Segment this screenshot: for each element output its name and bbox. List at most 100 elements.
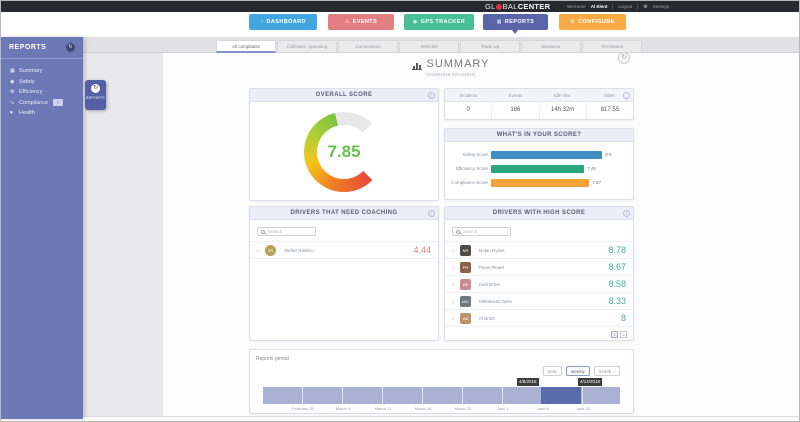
timeline-band[interactable] bbox=[263, 387, 620, 404]
gps-tracker-button[interactable]: ◉ GPS TRACKER bbox=[404, 14, 474, 30]
driver-row[interactable]: 4 MO Mihaliovas Oelin 8.33 bbox=[445, 293, 633, 310]
info-icon[interactable] bbox=[623, 210, 630, 217]
search-icon bbox=[261, 229, 265, 234]
dashboard-button[interactable]: ◔ DASHBOARD bbox=[249, 14, 317, 30]
tab-business[interactable]: Business bbox=[521, 40, 581, 53]
footer-bar bbox=[1, 416, 799, 421]
events-button[interactable]: ⚠ EVENTS bbox=[328, 14, 394, 30]
driver-row[interactable]: 5 AB Al Briott 8 bbox=[445, 310, 633, 327]
tab-collisions-speeding[interactable]: Collisions, Speeding bbox=[277, 40, 337, 53]
tab-label: Connections bbox=[355, 44, 381, 49]
globe-icon bbox=[496, 3, 503, 10]
weekly-button[interactable]: weekly bbox=[565, 366, 590, 376]
sidebar-item-health[interactable]: ♥ Health bbox=[1, 108, 83, 119]
avatar: AB bbox=[460, 312, 471, 324]
axis-tick-label: March 25 bbox=[454, 406, 472, 411]
monthly-button[interactable]: month... bbox=[593, 366, 620, 376]
tab-terminated[interactable]: Terminated bbox=[582, 40, 642, 53]
top-bar: GL BAL CENTER Welcome Al Elent Logout ⚙ Se… bbox=[1, 1, 799, 12]
avatar: SR bbox=[265, 244, 276, 256]
welcome-label: Welcome bbox=[567, 4, 586, 9]
report-tabstrip: All complaints Collisions, Speeding Conn… bbox=[1, 37, 799, 53]
bar-value: 8.9 bbox=[605, 152, 612, 157]
sidebar-item-label: Compliance bbox=[19, 99, 49, 106]
settings-link[interactable]: Settings bbox=[652, 4, 669, 9]
reports-button[interactable]: ▦ REPORTS bbox=[483, 14, 548, 30]
driver-name: Karli Erten bbox=[479, 281, 501, 287]
configure-button[interactable]: ⚙ CONFIGURE bbox=[559, 14, 626, 30]
driver-name: Nolan Ryass bbox=[479, 247, 505, 253]
period-label: Reports period bbox=[256, 356, 289, 362]
avatar: KE bbox=[460, 278, 471, 290]
sidebar-item-summary[interactable]: ▦ Summary bbox=[1, 66, 83, 77]
driver-row[interactable]: 3 KE Karli Erten 8.58 bbox=[445, 276, 633, 293]
tab-all-complaints[interactable]: All complaints bbox=[216, 40, 276, 53]
bar-label: Efficiency Score bbox=[455, 166, 488, 171]
bar-value: 7.46 bbox=[587, 166, 597, 171]
high-score-drivers-panel: DRIVERS WITH HIGH SCORE 1 NR Nolan Ryass… bbox=[444, 206, 634, 341]
divider bbox=[612, 4, 614, 9]
logo-text-bold: CENTER bbox=[517, 2, 551, 11]
page-2-button[interactable]: 2 bbox=[620, 331, 627, 338]
axis-tick-label: March 4 bbox=[335, 406, 351, 411]
driver-score: 8.58 bbox=[608, 279, 626, 289]
bar-label: Compliance Score bbox=[451, 180, 488, 185]
panel-title: OVERALL SCORE bbox=[315, 92, 373, 98]
logout-link[interactable]: Logout bbox=[618, 4, 633, 9]
location-pin-icon: ◉ bbox=[412, 19, 418, 25]
report-chart-icon: ▦ bbox=[496, 19, 502, 25]
account-area: Welcome Al Elent Logout ⚙ Settings bbox=[567, 1, 669, 12]
driver-name: Pavor Reael bbox=[479, 264, 504, 270]
row-rank: 5 bbox=[452, 315, 455, 321]
sidebar-item-label: Summary bbox=[19, 68, 43, 75]
driver-score: 8 bbox=[620, 313, 626, 323]
info-icon[interactable] bbox=[428, 92, 435, 99]
sidebar-item-safety[interactable]: ◉ Safety bbox=[1, 77, 83, 88]
speedometer-icon: ◔ bbox=[260, 19, 264, 25]
tab-vehicles[interactable]: Vehicles bbox=[399, 40, 459, 53]
tab-label: Collisions, Speeding bbox=[286, 44, 328, 49]
driver-row[interactable]: 1 SR Stefan Radecu 4.44 bbox=[250, 242, 438, 259]
sidebar-title: REPORTS bbox=[9, 44, 47, 51]
dashboard-label: DASHBOARD bbox=[266, 19, 306, 25]
search-input[interactable] bbox=[463, 229, 507, 234]
stat-value-events: 186 bbox=[491, 102, 538, 119]
sidebar-item-efficiency[interactable]: ⚙ Efficiency bbox=[1, 87, 83, 98]
row-rank: 4 bbox=[452, 298, 455, 304]
refresh-button[interactable]: ↻ bbox=[618, 52, 630, 64]
avatar: MO bbox=[460, 295, 471, 307]
page-1-button[interactable]: 1 bbox=[611, 331, 618, 338]
daily-button[interactable]: daily bbox=[542, 366, 562, 376]
timeline-selection[interactable] bbox=[541, 387, 581, 404]
driver-row[interactable]: 2 PR Pavor Reael 8.67 bbox=[445, 259, 633, 276]
page-title-text: SUMMARY bbox=[426, 58, 490, 70]
score-breakdown-panel: WHAT'S IN YOUR SCORE? Safety Score 8.9 E… bbox=[444, 128, 634, 200]
heart-icon: ♥ bbox=[10, 110, 13, 117]
active-nav-caret bbox=[512, 30, 518, 34]
tab-trade-up[interactable]: Trade Up bbox=[460, 40, 520, 53]
stat-value-incidents: 0 bbox=[466, 107, 470, 113]
overall-score-panel: OVERALL SCORE 7.85 bbox=[249, 88, 439, 201]
overall-gauge: 7.85 bbox=[304, 112, 384, 192]
panel-title: DRIVERS THAT NEED COACHING bbox=[290, 210, 398, 216]
score-bar-row: Compliance Score 7.87 bbox=[445, 176, 633, 189]
bar-value: 7.87 bbox=[592, 180, 602, 185]
bar-chart-icon: ▦ bbox=[10, 68, 15, 75]
efficiency-score-bar bbox=[491, 164, 585, 173]
tab-label: Terminated bbox=[600, 44, 624, 49]
refresh-icon: ↻ bbox=[91, 84, 100, 93]
tab-connections[interactable]: Connections bbox=[338, 40, 398, 53]
wrench-icon: ⚙ bbox=[570, 19, 576, 25]
driver-name: Al Briott bbox=[479, 315, 495, 321]
info-icon[interactable] bbox=[623, 92, 630, 99]
score-bar-row: Safety Score 8.9 bbox=[445, 148, 633, 161]
search-input[interactable] bbox=[268, 229, 312, 234]
sidebar-item-compliance[interactable]: ∿ Compliance ≡ bbox=[1, 98, 83, 109]
divider bbox=[637, 4, 639, 9]
row-rank: 3 bbox=[452, 281, 455, 287]
collapse-icon[interactable]: ↻ bbox=[66, 43, 75, 52]
driver-row[interactable]: 1 NR Nolan Ryass 8.78 bbox=[445, 242, 633, 259]
reports-panel-handle[interactable]: ↻ REPORTS bbox=[85, 80, 106, 110]
info-icon[interactable] bbox=[428, 210, 435, 217]
